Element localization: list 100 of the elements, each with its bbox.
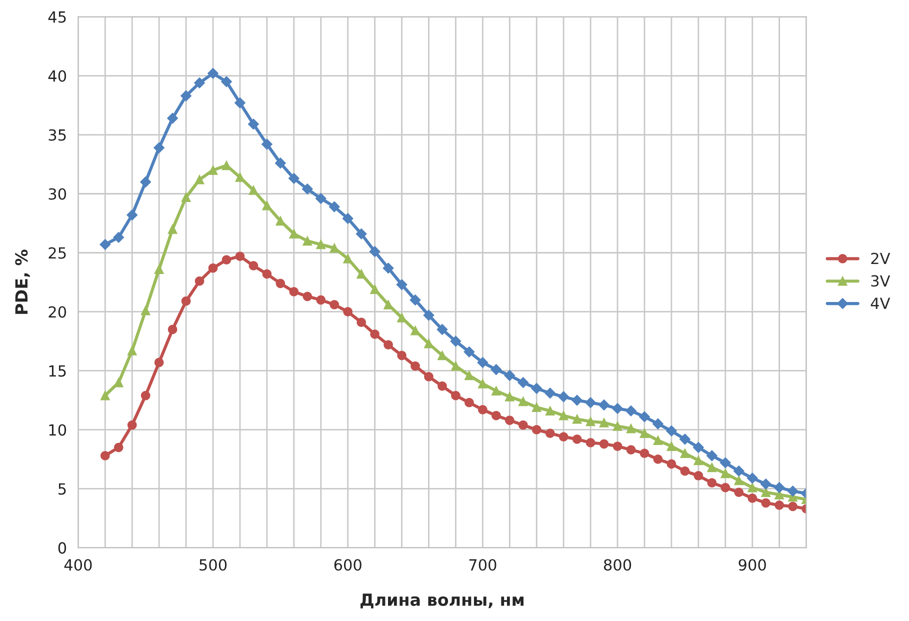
- x-tick-label: 700: [469, 559, 496, 571]
- point: [531, 383, 542, 394]
- point: [586, 416, 596, 426]
- point: [544, 388, 556, 399]
- point: [478, 379, 488, 388]
- point: [289, 286, 299, 296]
- point: [748, 482, 758, 492]
- point: [733, 466, 744, 476]
- point: [276, 216, 286, 226]
- point: [382, 262, 394, 274]
- point: [490, 364, 502, 375]
- point: [438, 350, 447, 360]
- point: [572, 414, 582, 424]
- point: [424, 372, 434, 382]
- point: [262, 200, 272, 210]
- point: [504, 416, 514, 425]
- x-tick-label: 400: [64, 559, 92, 571]
- point: [194, 77, 205, 88]
- y-tick-label: 45: [48, 11, 66, 23]
- point: [599, 439, 609, 449]
- point: [761, 498, 771, 508]
- point: [787, 486, 798, 497]
- point: [100, 451, 110, 460]
- point: [518, 377, 529, 388]
- point: [356, 228, 367, 240]
- point: [114, 442, 124, 452]
- point: [532, 425, 542, 434]
- point: [774, 482, 785, 493]
- point: [639, 411, 650, 422]
- point: [680, 434, 690, 445]
- point: [235, 252, 245, 261]
- point: [680, 448, 690, 458]
- point: [356, 318, 366, 328]
- point: [518, 396, 528, 406]
- point: [652, 418, 664, 430]
- point: [694, 471, 704, 480]
- point: [262, 138, 272, 150]
- point: [692, 442, 704, 453]
- point: [208, 263, 218, 273]
- point: [356, 269, 366, 279]
- y-axis-title: PDE, %: [15, 250, 30, 314]
- point: [140, 390, 150, 400]
- point: [221, 76, 232, 88]
- point: [248, 118, 259, 130]
- point: [330, 243, 340, 253]
- point: [558, 410, 568, 420]
- point: [760, 478, 772, 490]
- point: [127, 346, 137, 356]
- point: [370, 329, 380, 339]
- point: [545, 428, 555, 438]
- point: [774, 500, 784, 510]
- point: [315, 193, 326, 204]
- y-tick-label: 0: [58, 542, 66, 554]
- point: [518, 420, 528, 430]
- point: [464, 370, 474, 380]
- point: [276, 278, 286, 288]
- point: [289, 229, 299, 239]
- point: [397, 312, 406, 322]
- point: [342, 213, 354, 224]
- point: [586, 438, 596, 448]
- point: [477, 357, 488, 368]
- point: [464, 398, 474, 408]
- point: [707, 462, 717, 472]
- point: [343, 254, 353, 264]
- x-tick-label: 600: [334, 559, 362, 571]
- point: [450, 336, 462, 347]
- x-tick-label: 500: [200, 559, 227, 571]
- point: [585, 397, 596, 408]
- point: [720, 468, 730, 478]
- point: [369, 246, 380, 257]
- x-axis-title: Длина волны, нм: [360, 594, 524, 608]
- point: [410, 361, 420, 371]
- point: [302, 236, 312, 246]
- point: [316, 240, 326, 250]
- point: [423, 310, 434, 321]
- point: [572, 434, 582, 444]
- point: [410, 294, 421, 306]
- point: [478, 404, 488, 414]
- legend-label: 2V: [871, 252, 890, 264]
- point: [100, 390, 110, 400]
- y-tick-label: 35: [48, 129, 66, 141]
- point: [734, 488, 744, 497]
- y-tick-label: 15: [49, 365, 66, 377]
- point: [208, 165, 218, 175]
- point: [180, 90, 192, 102]
- point: [302, 184, 313, 194]
- point: [640, 448, 650, 458]
- point: [558, 391, 570, 402]
- point: [302, 292, 312, 302]
- point: [127, 420, 137, 430]
- point: [626, 405, 636, 416]
- point: [612, 403, 623, 414]
- legend-label: 3V: [871, 275, 890, 287]
- legend-label: 4V: [870, 298, 890, 309]
- point: [370, 284, 380, 294]
- point: [720, 457, 731, 468]
- point: [248, 261, 258, 270]
- point: [288, 172, 300, 184]
- point: [612, 442, 622, 451]
- point: [666, 442, 676, 451]
